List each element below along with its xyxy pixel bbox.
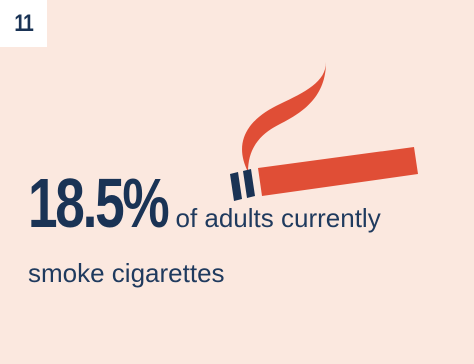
statistic-value: 18.5%: [28, 164, 170, 242]
item-number: 11: [14, 9, 34, 37]
filter-stripe: [243, 169, 255, 198]
statistic-description-line-2: smoke cigarettes: [28, 258, 225, 288]
statistic-line: 18.5% of adults currently: [28, 168, 381, 238]
filter-stripe: [230, 172, 242, 201]
smoke-curl: [242, 62, 326, 172]
item-number-badge: 11: [0, 0, 47, 47]
statistic-description-line-1: of adults currently: [175, 203, 381, 233]
cigarette-body: [258, 147, 418, 196]
